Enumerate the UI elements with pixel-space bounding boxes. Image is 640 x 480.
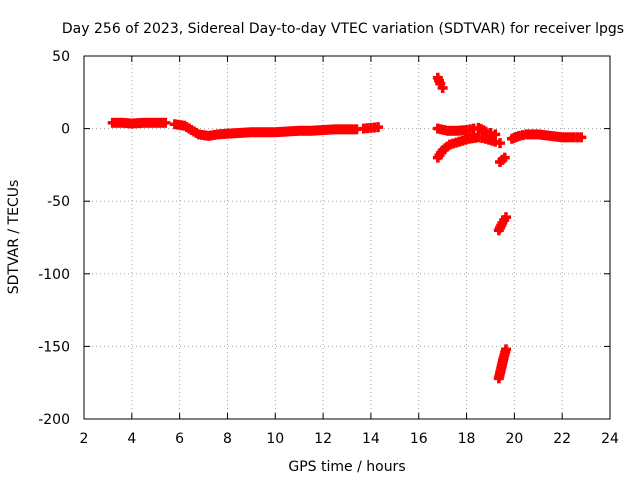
- y-tick-label: -50: [47, 194, 70, 210]
- x-tick-label: 4: [127, 431, 136, 447]
- y-tick-label: 0: [61, 122, 70, 138]
- x-tick-label: 18: [458, 431, 476, 447]
- x-tick-labels: 2 4 6 8 10 12 14 16 18 20 22 24: [80, 431, 619, 447]
- data-point: [576, 132, 587, 143]
- x-tick-label: 12: [314, 431, 332, 447]
- data-point: [499, 152, 510, 163]
- y-tick-label: 50: [52, 49, 70, 65]
- grid: [84, 56, 610, 419]
- x-tick-label: 22: [553, 431, 571, 447]
- chart-title: Day 256 of 2023, Sidereal Day-to-day VTE…: [62, 21, 624, 37]
- x-tick-label: 2: [80, 431, 89, 447]
- y-tick-label: -100: [38, 267, 70, 283]
- data-point: [495, 138, 506, 149]
- x-tick-label: 16: [410, 431, 428, 447]
- plot-frame: [83, 55, 611, 420]
- axis-ticks: [83, 55, 611, 420]
- x-tick-label: 20: [505, 431, 523, 447]
- x-tick-label: 24: [601, 431, 619, 447]
- data-point: [373, 122, 384, 133]
- x-tick-label: 6: [175, 431, 184, 447]
- x-tick-label: 8: [223, 431, 232, 447]
- y-tick-label: -200: [38, 412, 70, 428]
- y-axis-label: SDTVAR / TECUs: [6, 180, 22, 295]
- data-points: [107, 72, 587, 384]
- x-tick-label: 14: [362, 431, 380, 447]
- x-tick-label: 10: [266, 431, 284, 447]
- data-point: [500, 344, 511, 355]
- x-axis-label: GPS time / hours: [288, 459, 405, 475]
- y-tick-label: -150: [38, 339, 70, 355]
- y-tick-labels: 50 0 -50 -100 -150 -200: [38, 49, 70, 428]
- data-point: [437, 82, 448, 93]
- data-point: [160, 117, 171, 128]
- data-point: [500, 212, 511, 223]
